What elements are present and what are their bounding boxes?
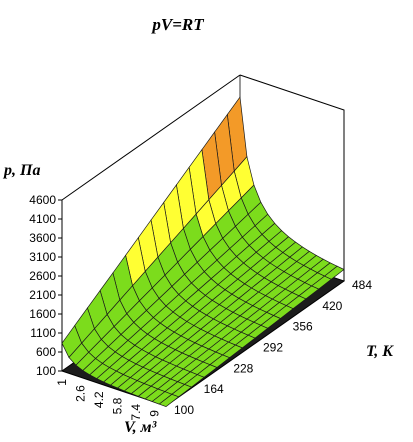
surface-cell — [61, 324, 83, 359]
back-wall-right — [239, 74, 345, 281]
p-tick-label: 3100 — [29, 250, 56, 264]
t-tick-label: 228 — [233, 361, 253, 375]
t-axis-label: T, K — [366, 343, 394, 360]
tick-labels: 4600410036003100260021001600110060010012… — [29, 193, 372, 421]
v-tick-label: 1 — [55, 379, 69, 386]
p-tick-label: 3600 — [29, 231, 56, 245]
v-axis-label: V, м³ — [124, 419, 157, 436]
p-tick-label: 600 — [36, 345, 56, 359]
p-tick-label: 1100 — [30, 326, 56, 340]
p-tick-label: 4600 — [29, 193, 56, 207]
v-tick-label: 4.2 — [92, 391, 106, 408]
pressure-surface — [61, 96, 345, 407]
p-axis-label: p, Па — [2, 162, 40, 179]
v-tick-label: 5.8 — [111, 397, 125, 414]
p-tick-label: 4100 — [29, 212, 56, 226]
p-tick-label: 100 — [36, 364, 56, 378]
p-tick-label: 2600 — [29, 269, 56, 283]
v-tick-label: 2.6 — [74, 385, 88, 402]
t-tick-label: 292 — [263, 341, 283, 355]
t-tick-label: 164 — [204, 382, 224, 396]
t-tick-label: 356 — [293, 320, 313, 334]
t-tick-label: 484 — [352, 278, 372, 292]
v-tick-label: 7.4 — [129, 404, 143, 421]
chart-title: pV=RT — [150, 15, 204, 34]
t-tick-label: 420 — [322, 299, 342, 313]
p-tick-label: 2100 — [29, 288, 56, 302]
t-tick-label: 100 — [174, 403, 194, 417]
v-tick-label: 9 — [147, 410, 161, 417]
p-tick-label: 1600 — [29, 307, 56, 321]
